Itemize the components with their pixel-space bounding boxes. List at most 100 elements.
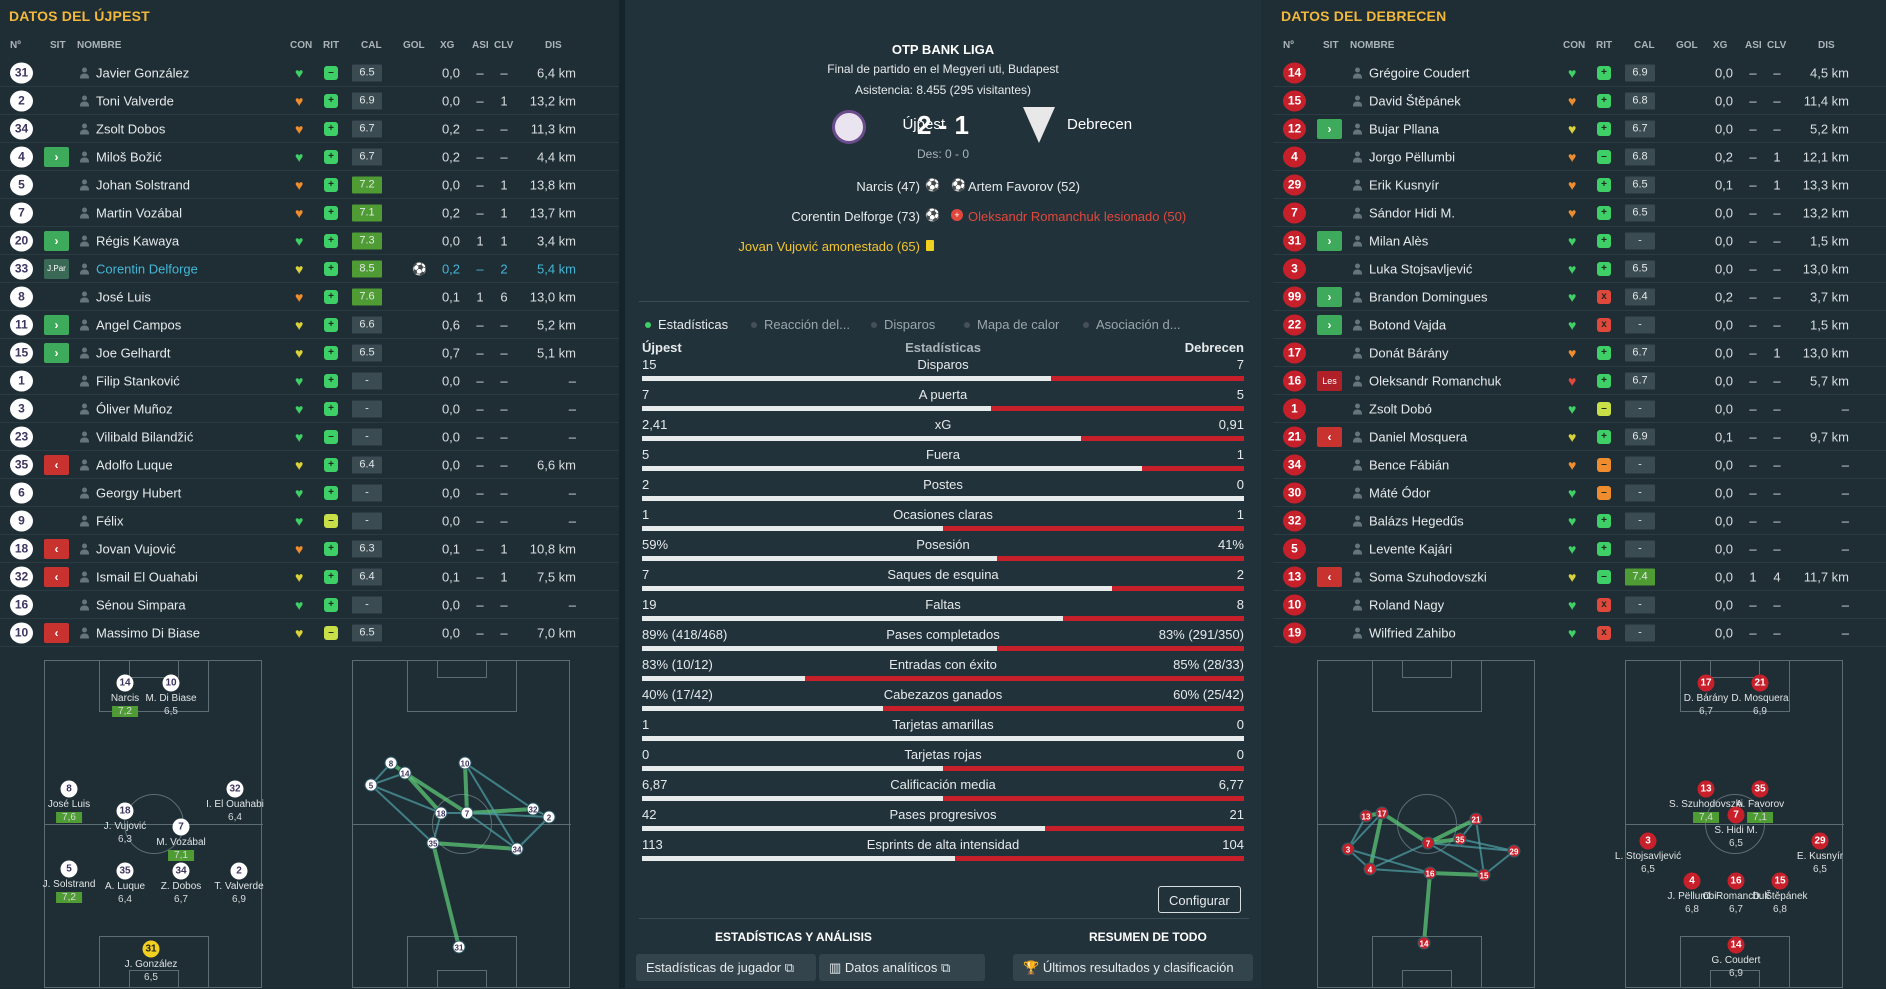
player-name[interactable]: Oleksandr Romanchuk (1369, 373, 1502, 389)
col-header-rit[interactable]: RIT (323, 40, 340, 51)
formation-player[interactable]: 3 (1639, 832, 1657, 850)
player-row[interactable]: 4 › Miloš Božić ♥ +6.7 0,2– –4,4 km (0, 143, 625, 171)
player-row[interactable]: 10 ‹ Massimo Di Biase ♥ –6.5 0,0– –7,0 km (0, 619, 625, 647)
tab-mapa-calor[interactable]: Mapa de calor (964, 317, 1059, 332)
pass-map-player[interactable]: 35 (1453, 832, 1467, 846)
player-name[interactable]: Botond Vajda (1369, 317, 1447, 333)
player-row[interactable]: 11 › Angel Campos ♥ +6.6 0,6– –5,2 km (0, 311, 625, 339)
player-name[interactable]: Jovan Vujović (96, 541, 176, 557)
player-row[interactable]: 35 ‹ Adolfo Luque ♥ +6.4 0,0– –6,6 km (0, 451, 625, 479)
home-team-name[interactable]: Újpest (902, 116, 945, 133)
player-name[interactable]: Soma Szuhodovszki (1369, 569, 1487, 585)
player-name[interactable]: Máté Ódor (1369, 485, 1431, 501)
player-name[interactable]: Filip Stanković (96, 373, 180, 389)
col-header-asi[interactable]: ASI (1745, 40, 1762, 51)
tab-disparos[interactable]: Disparos (871, 317, 935, 332)
formation-player[interactable]: 35 (1751, 780, 1769, 798)
player-row[interactable]: 2 Toni Valverde ♥ +6.9 0,0–1 13,2 km (0, 87, 625, 115)
player-row[interactable]: 14 Grégoire Coudert ♥ +6.9 0,0– –4,5 km (1273, 59, 1886, 87)
pass-map-player[interactable]: 13 (1359, 809, 1373, 823)
formation-player[interactable]: 4 (1683, 872, 1701, 890)
player-row[interactable]: 15 › Joe Gelhardt ♥ +6.5 0,7– –5,1 km (0, 339, 625, 367)
away-team-name[interactable]: Debrecen (1067, 116, 1133, 133)
player-row[interactable]: 33 J.Par Corentin Delforge ♥ +8.5 ⚽ 0,2–2 5,4 k… (0, 255, 625, 283)
player-name[interactable]: Jorgo Pëllumbi (1369, 149, 1455, 165)
player-row[interactable]: 30 Máté Ódor ♥ – -0,0– – – (1273, 479, 1886, 507)
pass-map-player[interactable]: 4 (1363, 862, 1377, 876)
pass-map-player[interactable]: 17 (1375, 806, 1389, 820)
results-button[interactable]: 🏆 Últimos resultados y clasificación (1013, 954, 1253, 981)
player-row[interactable]: 21 ‹ Daniel Mosquera ♥ +6.9 0,1– –9,7 km (1273, 423, 1886, 451)
formation-player[interactable]: 5 (60, 860, 78, 878)
col-header-con[interactable]: CON (290, 40, 313, 51)
pass-map-player[interactable]: 3 (1341, 842, 1355, 856)
pass-map-player[interactable]: 14 (1417, 936, 1431, 950)
formation-player[interactable]: 8 (60, 780, 78, 798)
player-row[interactable]: 4 Jorgo Pëllumbi ♥ –6.8 0,2–1 12,1 km (1273, 143, 1886, 171)
player-name[interactable]: Roland Nagy (1369, 597, 1445, 613)
pass-map-player[interactable]: 7 (1421, 836, 1435, 850)
col-header-nombre[interactable]: NOMBRE (1350, 40, 1395, 51)
pass-map-player[interactable]: 14 (398, 766, 412, 780)
pass-map-player[interactable]: 29 (1507, 844, 1521, 858)
pass-map-player[interactable]: 21 (1469, 812, 1483, 826)
player-row[interactable]: 8 José Luis ♥ +7.6 0,1 1 6 13,0 km (0, 283, 625, 311)
tab-estadisticas[interactable]: Estadísticas (645, 317, 728, 332)
col-header-con[interactable]: CON (1563, 40, 1586, 51)
player-name[interactable]: Zsolt Dobó (1369, 401, 1432, 417)
player-name[interactable]: Martin Vozábal (96, 205, 182, 221)
formation-player[interactable]: 32 (226, 780, 244, 798)
player-row[interactable]: 1 Zsolt Dobó ♥ – -0,0– – – (1273, 395, 1886, 423)
formation-player[interactable]: 14 (116, 674, 134, 692)
pass-map-player[interactable]: 10 (458, 756, 472, 770)
player-name[interactable]: Adolfo Luque (96, 457, 173, 473)
formation-player[interactable]: 16 (1727, 872, 1745, 890)
formation-player[interactable]: 14 (1727, 936, 1745, 954)
player-name[interactable]: Daniel Mosquera (1369, 429, 1468, 445)
pass-map-player[interactable]: 2 (542, 810, 556, 824)
player-name[interactable]: Miloš Božić (96, 149, 162, 165)
player-row[interactable]: 32 Balázs Hegedűs ♥ + -0,0– – – (1273, 507, 1886, 535)
col-header-cal[interactable]: CAL (1634, 40, 1655, 51)
formation-player[interactable]: 7 (172, 818, 190, 836)
player-name[interactable]: Félix (96, 513, 124, 529)
formation-player[interactable]: 35 (116, 862, 134, 880)
player-row[interactable]: 17 Donát Bárány ♥ +6.7 0,0–1 13,0 km (1273, 339, 1886, 367)
pass-map-player[interactable]: 16 (1423, 866, 1437, 880)
player-name[interactable]: José Luis (96, 289, 151, 305)
analytics-button[interactable]: ▥ Datos analíticos ⧉ (819, 954, 985, 981)
col-header-rit[interactable]: RIT (1596, 40, 1613, 51)
player-name[interactable]: Bujar Pllana (1369, 121, 1440, 137)
player-name[interactable]: Brandon Domingues (1369, 289, 1488, 305)
player-row[interactable]: 16 Les Oleksandr Romanchuk ♥ +6.7 0,0– –5,7 km (1273, 367, 1886, 395)
player-name[interactable]: Grégoire Coudert (1369, 65, 1470, 81)
player-name[interactable]: Wilfried Zahibo (1369, 625, 1456, 641)
col-header-xg[interactable]: XG (1713, 40, 1728, 51)
player-row[interactable]: 15 David Štěpánek ♥ +6.8 0,0– –11,4 km (1273, 87, 1886, 115)
player-name[interactable]: Angel Campos (96, 317, 182, 333)
player-row[interactable]: 9 Félix ♥ – -0,0– – – (0, 507, 625, 535)
formation-player[interactable]: 31 (142, 940, 160, 958)
pass-map-player[interactable]: 8 (384, 756, 398, 770)
player-row[interactable]: 34 Zsolt Dobos ♥ +6.7 0,2– –11,3 km (0, 115, 625, 143)
col-header-cal[interactable]: CAL (361, 40, 382, 51)
pass-map-player[interactable]: 35 (426, 836, 440, 850)
pass-map-player[interactable]: 34 (510, 842, 524, 856)
pass-map-player[interactable]: 31 (452, 940, 466, 954)
player-name[interactable]: David Štěpánek (1369, 93, 1461, 109)
player-row[interactable]: 20 › Régis Kawaya ♥ +7.3 0,0 1 1 3,4 km (0, 227, 625, 255)
player-row[interactable]: 99 › Brandon Domingues ♥ x 6.4 0,2– –3,7 km (1273, 283, 1886, 311)
player-row[interactable]: 31 › Milan Alès ♥ + -0,0– –1,5 km (1273, 227, 1886, 255)
player-stats-button[interactable]: Estadísticas de jugador ⧉ (636, 954, 816, 981)
player-name[interactable]: Vilibald Bilandžić (96, 429, 194, 445)
player-row[interactable]: 13 ‹ Soma Szuhodovszki ♥ –7.4 0,0 1 4 11,7 km (1273, 563, 1886, 591)
player-name[interactable]: Luka Stojsavljević (1369, 261, 1473, 277)
player-row[interactable]: 10 Roland Nagy ♥ x -0,0– – – (1273, 591, 1886, 619)
formation-player[interactable]: 7 (1727, 806, 1745, 824)
pass-map-player[interactable]: 15 (1477, 868, 1491, 882)
player-row[interactable]: 12 › Bujar Pllana ♥ +6.7 0,0– –5,2 km (1273, 115, 1886, 143)
player-row[interactable]: 7 Sándor Hidi M. ♥ +6.5 0,0– –13,2 km (1273, 199, 1886, 227)
player-row[interactable]: 18 ‹ Jovan Vujović ♥ +6.3 0,1–1 10,8 km (0, 535, 625, 563)
formation-player[interactable]: 21 (1751, 674, 1769, 692)
player-name[interactable]: Bence Fábián (1369, 457, 1450, 473)
